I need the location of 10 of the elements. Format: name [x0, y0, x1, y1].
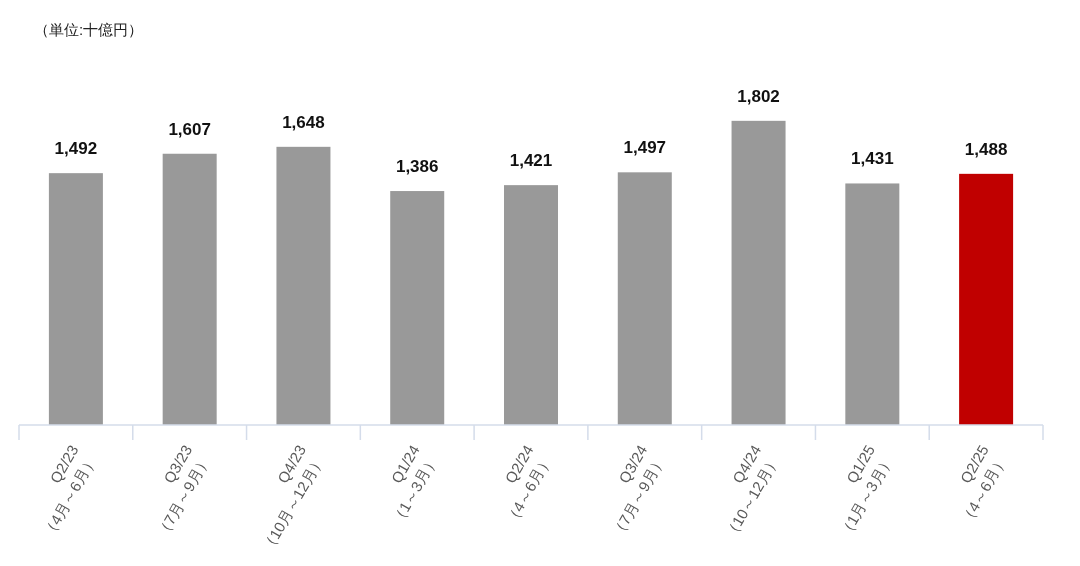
data-label: 1,431 — [851, 149, 894, 169]
data-label: 1,802 — [737, 86, 780, 106]
data-label: 1,488 — [964, 139, 1008, 159]
annotation: （単位:十億円） — [34, 21, 144, 38]
data-label: 1,421 — [509, 151, 553, 171]
data-label: 1,648 — [282, 112, 325, 132]
data-label: 1,607 — [168, 119, 211, 139]
data-label: 1,386 — [395, 157, 439, 177]
data-label: 1,492 — [54, 139, 98, 159]
data-label: 1,497 — [623, 138, 667, 158]
